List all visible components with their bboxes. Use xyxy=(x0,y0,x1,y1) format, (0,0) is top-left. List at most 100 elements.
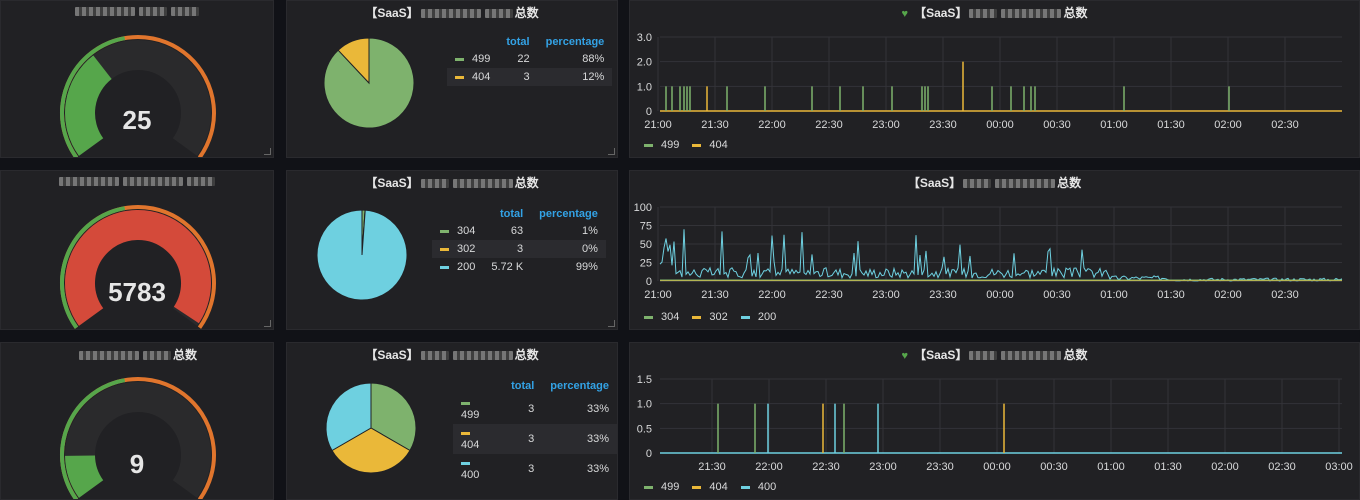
legend-row[interactable]: 499 22 88% xyxy=(447,50,612,68)
graph-panel-1[interactable]: ♥ 【SaaS】 总数 3.0 2.0 1.0 0 21:00 21:30 22:00 22:30… xyxy=(629,0,1360,158)
x-tick-label: 00:30 xyxy=(1040,461,1068,473)
legend-name: 302 xyxy=(709,311,728,323)
x-tick-label: 21:00 xyxy=(644,119,672,131)
y-tick-label: 25 xyxy=(640,258,652,270)
resize-handle[interactable] xyxy=(264,148,271,155)
gauge-fill xyxy=(65,210,211,326)
legend-row[interactable]: 404 3 33% xyxy=(453,424,617,454)
time-series-graph[interactable]: 100 75 50 25 021:00 21:30 22:00 22:30 23:00 23:30… xyxy=(630,171,1360,306)
header-percentage[interactable]: percentage xyxy=(545,36,605,48)
pie-chart xyxy=(316,209,408,301)
title-suffix: 总数 xyxy=(1063,348,1088,362)
legend-name: 404 xyxy=(709,481,728,493)
x-tick-label: 02:30 xyxy=(1271,289,1299,301)
legend-row[interactable]: 499 3 33% xyxy=(453,394,617,424)
resize-handle[interactable] xyxy=(608,148,615,155)
y-tick-label: 1.0 xyxy=(637,399,652,411)
pie-panel-1[interactable]: 【SaaS】 总数 total percentage 499 22 88% 404 3 12… xyxy=(286,0,618,158)
graph-panel-3[interactable]: ♥ 【SaaS】 总数 1.5 1.0 0.5 0 21:30 22:00 22:30 23:00… xyxy=(629,342,1360,500)
x-tick-label: 23:00 xyxy=(869,461,897,473)
y-tick-label: 3.0 xyxy=(637,32,652,44)
pie-slice-404 xyxy=(331,427,411,474)
x-tick-label: 23:00 xyxy=(872,289,900,301)
gauge-threshold-arc-green xyxy=(60,36,126,157)
series-swatch xyxy=(644,485,653,489)
x-tick-label: 01:00 xyxy=(1100,119,1128,131)
legend-name: 499 xyxy=(661,139,680,151)
header-total[interactable]: total xyxy=(511,380,535,392)
series-total: 3 xyxy=(528,463,535,475)
panel-title[interactable]: ♥ 【SaaS】 总数 xyxy=(630,4,1359,21)
pie-panel-2[interactable]: 【SaaS】 总数 total percentage 304 63 1% 302 3 0% … xyxy=(286,170,618,330)
redacted-text xyxy=(142,351,171,361)
pie-legend-table: total percentage 304 63 1% 302 3 0% 200 5.72 K… xyxy=(432,206,606,276)
x-tick-label: 21:00 xyxy=(644,289,672,301)
redacted-text xyxy=(78,351,139,361)
x-tick-label: 00:00 xyxy=(986,119,1014,131)
legend-row[interactable]: 304 63 1% xyxy=(432,222,606,240)
graph-panel-2[interactable]: 【SaaS】 总数 100 75 50 25 0 21:00 21:30 22:00 22:30 2… xyxy=(629,170,1360,330)
x-tick-label: 23:30 xyxy=(929,289,957,301)
gauge-panel-1[interactable]: 25 xyxy=(0,0,274,158)
panel-title[interactable]: 【SaaS】 总数 xyxy=(287,4,617,21)
pie-legend-table: total percentage 499 3 33% 404 3 33% 400 3 33% xyxy=(453,378,617,484)
resize-handle[interactable] xyxy=(264,320,271,327)
pie-panel-3[interactable]: 【SaaS】 总数 total percentage 499 3 33% 404 3 33%… xyxy=(286,342,618,500)
gauge-value: 5783 xyxy=(108,277,166,307)
legend-item[interactable]: 404 xyxy=(692,139,728,151)
x-tick-label: 02:30 xyxy=(1268,461,1296,473)
redacted-text xyxy=(452,179,513,189)
title-suffix: 总数 xyxy=(172,348,197,362)
legend-item[interactable]: 400 xyxy=(740,481,776,493)
x-tick-label: 23:00 xyxy=(872,119,900,131)
x-tick-label: 03:00 xyxy=(1325,461,1353,473)
legend-item[interactable]: 200 xyxy=(740,311,776,323)
legend-item[interactable]: 404 xyxy=(692,481,728,493)
series-swatch xyxy=(692,143,702,147)
y-tick-label: 75 xyxy=(640,221,652,233)
legend-row[interactable]: 200 5.72 K 99% xyxy=(432,258,606,276)
series-swatch xyxy=(644,143,653,147)
series-swatch xyxy=(692,315,702,319)
legend-row[interactable]: 400 3 33% xyxy=(453,454,617,484)
panel-title[interactable]: 【SaaS】 总数 xyxy=(630,174,1359,191)
time-series-graph[interactable]: 3.0 2.0 1.0 021:00 21:30 22:00 22:30 23:00 23:30… xyxy=(630,1,1360,136)
panel-title[interactable]: ♥ 【SaaS】 总数 xyxy=(630,346,1359,363)
title-prefix: 【SaaS】 xyxy=(365,6,419,20)
gauge-fill xyxy=(65,55,113,156)
header-percentage[interactable]: percentage xyxy=(550,380,609,392)
pie-slice-200 xyxy=(316,209,408,301)
series-200-line xyxy=(659,229,1343,282)
gauge-fill xyxy=(65,454,104,498)
panel-title[interactable] xyxy=(1,174,273,188)
pie-slice-499 xyxy=(370,382,417,452)
title-prefix: 【SaaS】 xyxy=(914,348,968,362)
redacted-text xyxy=(139,7,167,17)
gauge-panel-2[interactable]: 5783 xyxy=(0,170,274,330)
title-suffix: 总数 xyxy=(1063,6,1088,20)
gauge-panel-3[interactable]: 总数 9 xyxy=(0,342,274,500)
panel-title[interactable] xyxy=(1,4,273,18)
gauge-track xyxy=(65,382,211,498)
legend-item[interactable]: 302 xyxy=(692,311,728,323)
panel-title[interactable]: 【SaaS】 总数 xyxy=(287,174,617,191)
legend-item[interactable]: 499 xyxy=(644,481,679,493)
legend-row[interactable]: 302 3 0% xyxy=(432,240,606,258)
x-tick-label: 01:00 xyxy=(1100,289,1128,301)
header-percentage[interactable]: percentage xyxy=(539,208,598,220)
header-total[interactable]: total xyxy=(506,36,530,48)
panel-title[interactable]: 总数 xyxy=(1,346,273,363)
legend-name: 304 xyxy=(661,311,680,323)
panel-title[interactable]: 【SaaS】 总数 xyxy=(287,346,617,363)
legend-item[interactable]: 499 xyxy=(644,139,679,151)
x-tick-label: 01:30 xyxy=(1157,289,1185,301)
resize-handle[interactable] xyxy=(608,320,615,327)
header-total[interactable]: total xyxy=(499,208,524,220)
redacted-text xyxy=(187,177,215,187)
x-tick-label: 02:30 xyxy=(1271,119,1299,131)
time-series-graph[interactable]: 1.5 1.0 0.5 0 21:30 22:00 22:30 23:00 23:30 00:00… xyxy=(630,343,1360,478)
legend-row[interactable]: 404 3 12% xyxy=(447,68,613,86)
legend-item[interactable]: 304 xyxy=(644,311,679,323)
x-tick-label: 00:00 xyxy=(983,461,1011,473)
redacted-text xyxy=(1001,9,1062,19)
